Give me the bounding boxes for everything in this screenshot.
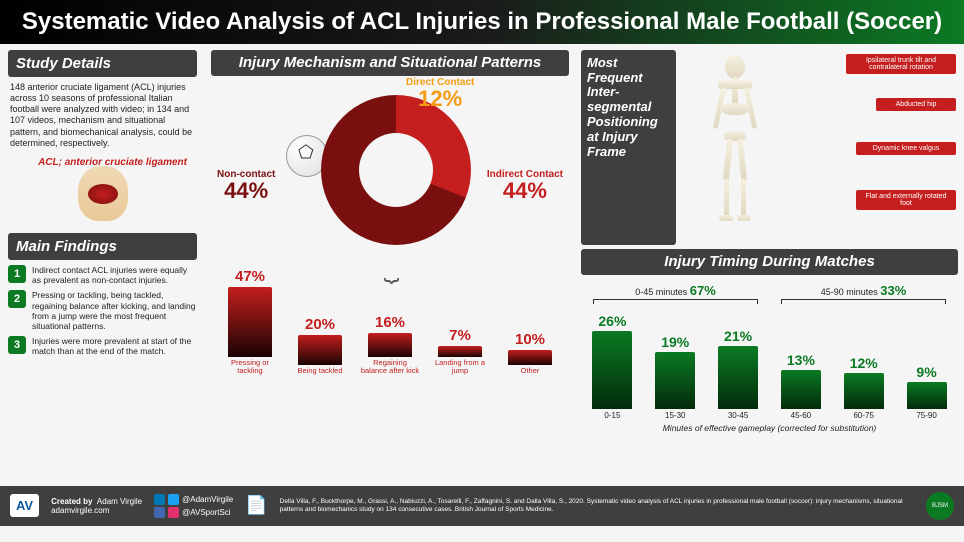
- finding-3: 3 Injuries were more prevalent at start o…: [8, 336, 197, 356]
- skeleton-diagram: Ipsilateral trunk tilt and contralateral…: [680, 50, 958, 245]
- finding-text: Injuries were more prevalent at start of…: [32, 336, 197, 356]
- sit-bar: 10%Other: [500, 331, 560, 375]
- study-text: 148 anterior cruciate ligament (ACL) inj…: [8, 77, 197, 155]
- document-icon: 📄: [245, 495, 267, 516]
- twitter-icon: [168, 494, 179, 505]
- finding-2: 2 Pressing or tackling, being tackled, re…: [8, 290, 197, 331]
- timing-bar: 26%0-15: [586, 313, 638, 420]
- page-header: Systematic Video Analysis of ACL Injurie…: [0, 0, 964, 44]
- donut-label-indirect: Indirect Contact 44%: [487, 170, 563, 202]
- left-column: Study Details 148 anterior cruciate liga…: [0, 44, 205, 486]
- positioning-heading: Most Frequent Inter-segmental Positionin…: [581, 50, 676, 245]
- findings-list: 1 Indirect contact ACL injuries were equa…: [8, 265, 197, 357]
- donut-label-direct: Direct Contact 12%: [406, 78, 474, 110]
- knee-icon: [78, 166, 128, 221]
- finding-number: 3: [8, 336, 26, 354]
- social-links: @AdamVirgile @AVSportSci: [154, 494, 233, 518]
- donut-ring: [321, 95, 471, 245]
- donut-label-noncontact: Non-contact 44%: [217, 170, 275, 202]
- study-heading: Study Details: [8, 50, 197, 77]
- main-content: Study Details 148 anterior cruciate liga…: [0, 44, 964, 486]
- right-column: Most Frequent Inter-segmental Positionin…: [575, 44, 964, 486]
- center-column: Injury Mechanism and Situational Pattern…: [205, 44, 575, 486]
- timing-bar: 21%30-45: [712, 328, 764, 420]
- linkedin-icon: [154, 494, 165, 505]
- timing-group-1: 0-45 minutes 67%: [593, 283, 758, 304]
- timing-caption: Minutes of effective gameplay (corrected…: [581, 423, 958, 433]
- timing-bar: 12%60-75: [838, 355, 890, 420]
- donut-chart: Direct Contact 12% Indirect Contact 44% …: [211, 80, 569, 260]
- tag-hip: Abducted hip: [876, 98, 956, 111]
- page-title: Systematic Video Analysis of ACL Injurie…: [20, 8, 944, 36]
- tag-foot: Flat and externally rotated foot: [856, 190, 956, 211]
- sit-bar: 47%Pressing or tackling: [220, 268, 280, 374]
- finding-number: 2: [8, 290, 26, 308]
- timing-group-2: 45-90 minutes 33%: [781, 283, 946, 304]
- situational-bars: 47%Pressing or tackling20%Being tackled1…: [211, 274, 569, 374]
- tag-trunk: Ipsilateral trunk tilt and contralateral…: [846, 54, 956, 75]
- tag-knee: Dynamic knee valgus: [856, 142, 956, 155]
- sit-bar: 20%Being tackled: [290, 316, 350, 375]
- positioning-section: Most Frequent Inter-segmental Positionin…: [581, 50, 958, 245]
- timing-bar: 9%75-90: [901, 364, 953, 420]
- finding-text: Indirect contact ACL injuries were equal…: [32, 265, 197, 285]
- mechanism-heading: Injury Mechanism and Situational Pattern…: [211, 50, 569, 77]
- findings-heading: Main Findings: [8, 233, 197, 260]
- timing-heading: Injury Timing During Matches: [581, 249, 958, 276]
- sit-bar: 16%Regaining balance after kick: [360, 314, 420, 374]
- finding-text: Pressing or tackling, being tackled, reg…: [32, 290, 197, 331]
- finding-number: 1: [8, 265, 26, 283]
- finding-1: 1 Indirect contact ACL injuries were equa…: [8, 265, 197, 285]
- author-block: Created by Adam Virgile adamvirgile.com: [51, 497, 142, 515]
- skeleton-icon: [695, 55, 775, 230]
- instagram-icon: [168, 507, 179, 518]
- timing-bar: 19%15-30: [649, 334, 701, 420]
- timing-bar: 13%45-60: [775, 352, 827, 420]
- av-logo: AV: [10, 494, 39, 517]
- knee-diagram: ACL; anterior cruciate ligament: [8, 156, 197, 231]
- page-footer: AV Created by Adam Virgile adamvirgile.c…: [0, 486, 964, 526]
- timing-bars: 0-45 minutes 67% 45-90 minutes 33% 26%0-…: [581, 305, 958, 420]
- sit-bar: 7%Landing from a jump: [430, 327, 490, 374]
- facebook-icon: [154, 507, 165, 518]
- bjsm-logo: BJSM: [926, 492, 954, 520]
- citation: Della Villa, F., Buckthorpe, M., Grassi,…: [280, 498, 914, 513]
